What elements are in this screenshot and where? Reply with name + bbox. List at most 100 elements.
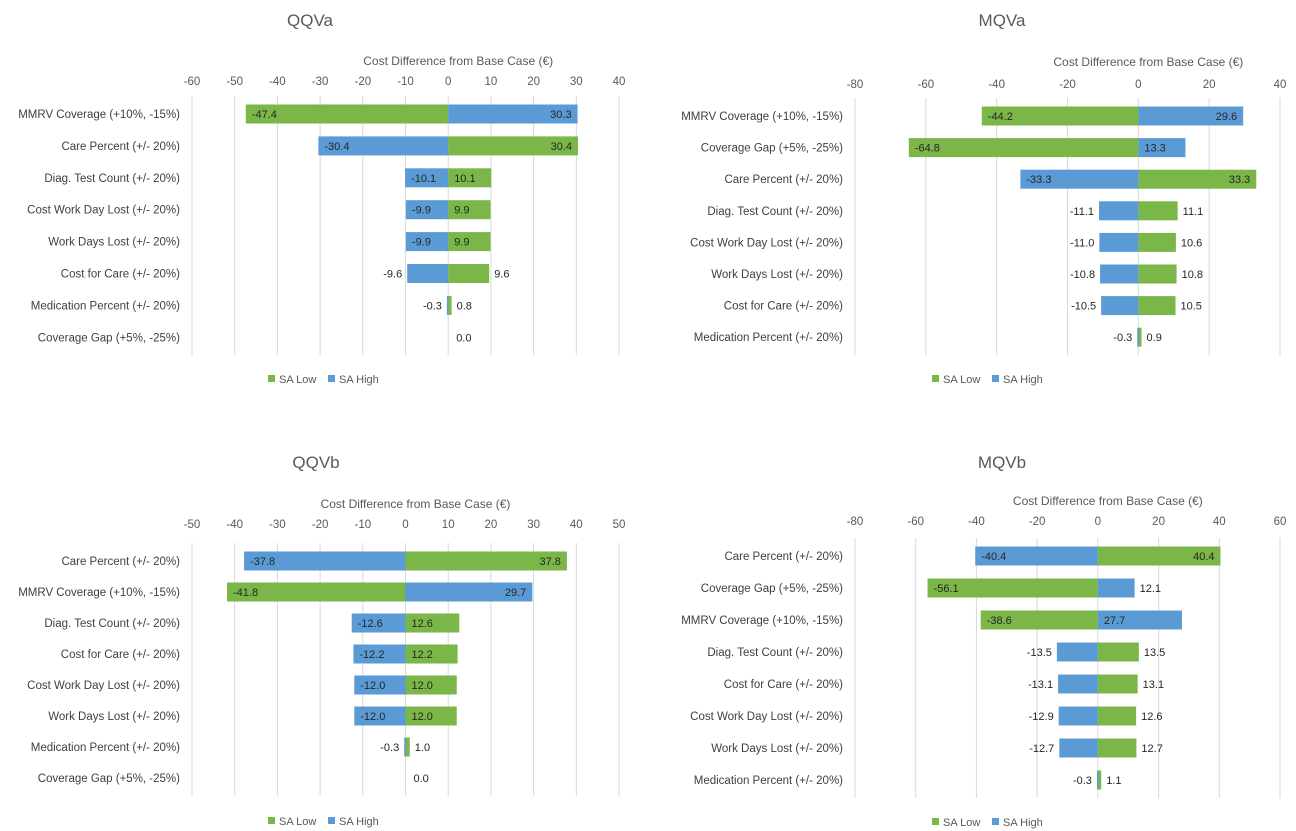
data-label: -0.3 [423,300,442,312]
bar-sa-high [354,675,406,695]
x-axis-label: Cost Difference from Base Case (€) [363,54,553,68]
data-label: -12.6 [358,618,383,630]
data-label: -44.2 [988,111,1013,123]
x-tick-label: -20 [1059,79,1076,91]
bar-sa-low [1097,642,1139,662]
legend: SA Low SA High [932,374,1043,386]
category-label: Care Percent (+/- 20%) [61,141,180,153]
legend-swatch-sa-high [328,375,335,382]
chart-mqva: MQVa Cost Difference from Base Case (€) -8… [681,11,1286,386]
data-label: -56.1 [934,583,959,595]
bar-sa-low [405,613,460,633]
data-label: 27.7 [1104,615,1125,627]
data-label: -64.8 [915,143,940,155]
bar-sa-high [1097,578,1135,598]
category-label: Coverage Gap (+5%, -25%) [701,583,843,595]
bar-sa-high [1101,296,1139,316]
category-label: Coverage Gap (+5%, -25%) [38,773,180,785]
legend-label-sa-high: SA High [1003,374,1043,386]
data-label: 9.6 [494,269,509,281]
bar-sa-low [245,104,449,124]
category-label: Cost for Care (+/- 20%) [724,301,843,313]
x-tick-label: -60 [184,76,201,88]
data-label: -0.3 [1113,332,1132,344]
data-label: 0.0 [414,773,429,785]
data-label: -41.8 [233,587,258,599]
category-label: Cost for Care (+/- 20%) [724,679,843,691]
bar-sa-low [927,578,1098,598]
bar-sa-high [446,295,449,315]
bar-sa-low [405,706,457,726]
legend-label-sa-high: SA High [1003,817,1043,829]
legend-label-sa-low: SA Low [279,374,316,386]
legend-swatch-sa-low [932,375,939,382]
category-label: Diag. Test Count (+/- 20%) [44,618,180,630]
bar-sa-low [908,138,1139,158]
category-label: Coverage Gap (+5%, -25%) [701,143,843,155]
bar-sa-high [404,737,406,757]
x-axis-label: Cost Difference from Base Case (€) [1013,494,1203,508]
bar-sa-high [1058,706,1098,726]
chart-title: MQVb [978,453,1026,472]
data-label: -9.6 [383,269,402,281]
data-label: 30.3 [550,109,571,121]
category-label: Work Days Lost (+/- 20%) [48,237,180,249]
data-label: 12.0 [412,680,433,692]
x-tick-label: -50 [226,76,243,88]
x-tick-label: -60 [918,79,935,91]
x-tick-label: 60 [1274,516,1287,528]
legend-swatch-sa-high [992,818,999,825]
bar-sa-high [1099,201,1139,221]
category-label: Medication Percent (+/- 20%) [694,775,843,787]
bar-sa-low [1097,546,1221,566]
category-label: Care Percent (+/- 20%) [724,551,843,563]
category-label: Work Days Lost (+/- 20%) [711,269,843,281]
data-label: -40.4 [981,551,1006,563]
data-label: 13.3 [1144,143,1165,155]
data-label: -13.1 [1028,679,1053,691]
x-tick-label: 0 [445,76,451,88]
data-label: 12.6 [1141,711,1162,723]
data-label: -10.8 [1070,269,1095,281]
bar-sa-high [405,168,449,188]
category-label: Care Percent (+/- 20%) [724,174,843,186]
category-label: Cost for Care (+/- 20%) [61,649,180,661]
x-tick-label: 20 [1203,79,1216,91]
data-label: 40.4 [1193,551,1214,563]
x-tick-label: -20 [1029,516,1046,528]
category-label: Coverage Gap (+5%, -25%) [38,332,180,344]
data-label: 12.7 [1141,743,1162,755]
legend: SA Low SA High [268,374,379,386]
bar-sa-high [405,200,449,220]
x-axis-label: Cost Difference from Base Case (€) [321,497,511,511]
x-tick-label: 50 [613,519,626,531]
bar-sa-high [353,644,406,664]
bar-sa-low [1138,232,1176,252]
x-tick-label: 40 [1213,516,1226,528]
data-label: 12.0 [412,711,433,723]
category-label: Medication Percent (+/- 20%) [31,742,180,754]
bar-sa-low [1097,770,1102,790]
bar-sa-low [405,644,458,664]
data-label: 29.6 [1216,111,1237,123]
x-tick-label: -20 [312,519,329,531]
data-label: -38.6 [987,615,1012,627]
data-label: -11.1 [1070,206,1094,218]
category-label: Cost Work Day Lost (+/- 20%) [27,205,180,217]
data-label: -12.0 [360,711,385,723]
category-label: Medication Percent (+/- 20%) [694,332,843,344]
legend-label-sa-high: SA High [339,816,379,828]
data-label: 12.2 [412,649,433,661]
category-label: Diag. Test Count (+/- 20%) [707,206,843,218]
bar-sa-low [448,200,491,220]
legend-label-sa-low: SA Low [943,817,980,829]
data-label: -10.1 [411,173,436,185]
bar-sa-low [1097,738,1137,758]
category-label: Cost Work Day Lost (+/- 20%) [690,711,843,723]
bar-sa-low [1097,706,1137,726]
data-label: 33.3 [1229,174,1250,186]
bar-sa-high [1138,106,1244,126]
x-tick-label: -50 [184,519,201,531]
chart-title: QQVa [287,11,334,30]
data-label: 9.9 [454,237,469,249]
